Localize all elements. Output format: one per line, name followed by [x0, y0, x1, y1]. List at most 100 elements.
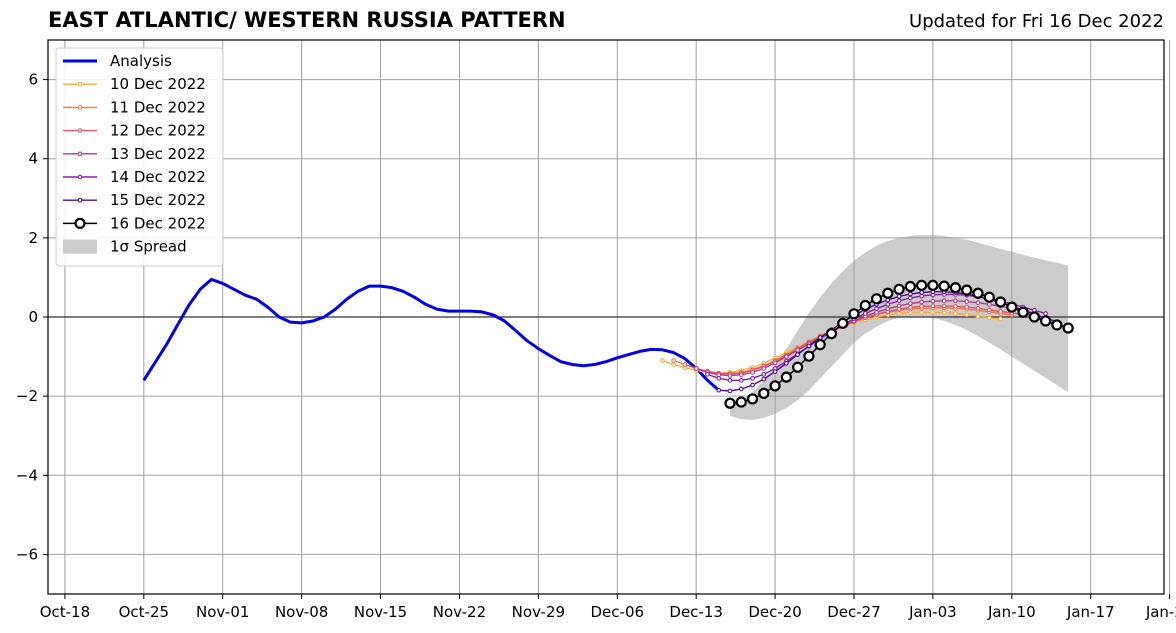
- data-point: [927, 279, 939, 291]
- legend: Analysis 10 Dec 2022 11 Dec 2022 12 Dec 202…: [55, 47, 224, 267]
- legend-marker: [77, 197, 83, 203]
- data-point: [727, 373, 733, 378]
- data-point: [919, 290, 924, 295]
- data-point: [964, 299, 970, 304]
- legend-item: 12 Dec 2022: [63, 122, 206, 140]
- data-point: [994, 296, 1007, 308]
- data-point: [919, 303, 924, 309]
- data-point: [814, 339, 826, 351]
- legend-item: 16 Dec 2022: [63, 214, 206, 232]
- data-point: [784, 354, 789, 359]
- data-point: [904, 280, 916, 293]
- data-point: [671, 358, 676, 363]
- x-tick-label: Nov-08: [275, 603, 328, 621]
- data-point: [738, 386, 744, 392]
- data-point: [682, 362, 688, 367]
- legend-marker: [77, 81, 83, 87]
- legend-label: 10 Dec 2022: [110, 75, 206, 93]
- data-point: [1028, 311, 1040, 323]
- data-point: [930, 298, 936, 304]
- data-point: [738, 377, 744, 383]
- legend-swatch: [63, 239, 97, 254]
- legend-item: 15 Dec 2022: [63, 191, 206, 209]
- data-point: [896, 303, 902, 309]
- y-tick-label: −2: [16, 387, 38, 405]
- data-point: [975, 305, 981, 311]
- data-point: [916, 279, 928, 291]
- chart-title: EAST ATLANTIC/ WESTERN RUSSIA PATTERN: [48, 8, 566, 32]
- data-point: [975, 300, 981, 306]
- data-point: [1062, 322, 1074, 334]
- y-tick-label: 6: [28, 71, 38, 89]
- x-tick-label: Nov-15: [354, 603, 407, 621]
- data-point: [727, 377, 733, 383]
- data-point: [716, 387, 722, 393]
- data-point: [1051, 319, 1063, 331]
- data-point: [919, 299, 924, 305]
- data-point: [930, 309, 936, 315]
- data-point: [660, 358, 665, 363]
- data-point: [908, 291, 913, 297]
- data-point: [964, 304, 970, 310]
- data-point: [870, 293, 883, 305]
- legend-item: 1σ Spread: [63, 238, 187, 256]
- data-point: [862, 311, 868, 316]
- data-point: [896, 294, 902, 299]
- x-tick-label: Dec-13: [669, 603, 723, 621]
- data-point: [953, 303, 958, 309]
- legend-box: [55, 47, 224, 267]
- data-point: [825, 328, 838, 340]
- data-point: [795, 352, 800, 357]
- data-point: [859, 299, 871, 312]
- x-tick-label: Nov-29: [512, 603, 565, 621]
- legend-label: 11 Dec 2022: [110, 98, 206, 116]
- data-point: [817, 335, 823, 340]
- data-point: [806, 343, 812, 349]
- x-tick-label: Oct-25: [119, 603, 169, 621]
- legend-marker: [77, 105, 83, 110]
- x-tick-label: Jan-17: [1066, 603, 1115, 621]
- data-point: [961, 284, 973, 296]
- y-tick-label: −4: [16, 466, 38, 484]
- y-tick-label: −6: [16, 545, 38, 563]
- series-forecast: [724, 279, 1074, 409]
- data-point: [885, 306, 891, 312]
- data-point: [750, 375, 755, 381]
- legend-label: 14 Dec 2022: [110, 168, 206, 186]
- x-tick-label: Oct-18: [40, 603, 90, 621]
- legend-label: 13 Dec 2022: [110, 145, 206, 163]
- y-tick-label: 4: [28, 150, 38, 168]
- data-point: [784, 360, 789, 366]
- legend-item: 11 Dec 2022: [63, 98, 206, 116]
- data-point: [893, 283, 905, 295]
- data-point: [1006, 301, 1018, 313]
- data-point: [761, 366, 767, 371]
- data-point: [746, 393, 759, 405]
- data-point: [975, 313, 981, 319]
- data-point: [727, 388, 733, 394]
- data-point: [1043, 311, 1048, 316]
- legend-item: Analysis: [63, 52, 172, 70]
- data-point: [882, 287, 894, 299]
- data-point: [792, 361, 804, 373]
- data-point: [953, 298, 958, 304]
- data-point: [919, 309, 924, 315]
- updated-date: Updated for Fri 16 Dec 2022: [909, 11, 1164, 32]
- x-tick-label: Jan-24: [1145, 603, 1176, 621]
- data-point: [761, 372, 767, 377]
- data-point: [986, 315, 992, 321]
- data-point: [716, 375, 722, 381]
- x-tick-label: Jan-10: [987, 603, 1036, 621]
- data-point: [998, 316, 1003, 322]
- data-point: [738, 372, 744, 378]
- legend-label: 1σ Spread: [110, 238, 187, 256]
- data-point: [837, 317, 849, 329]
- x-tick-label: Jan-03: [908, 603, 957, 621]
- data-point: [986, 307, 992, 313]
- data-point: [941, 310, 947, 315]
- data-point: [964, 312, 970, 317]
- data-point: [908, 305, 913, 310]
- legend-item: 13 Dec 2022: [63, 145, 206, 163]
- data-point: [1017, 306, 1029, 318]
